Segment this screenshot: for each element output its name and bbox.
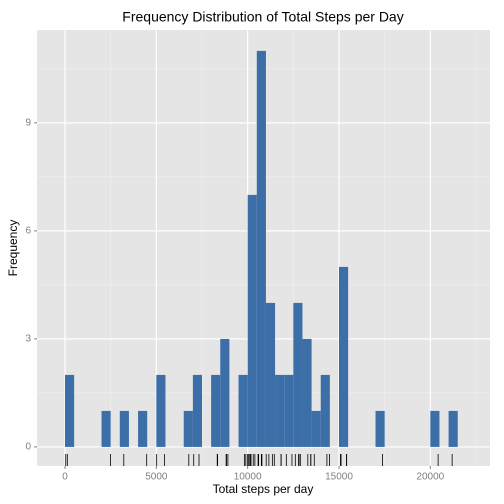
y-tick-label: 6: [25, 226, 31, 237]
x-tick-label: 20000: [416, 472, 444, 483]
bar: [211, 374, 221, 447]
bar: [65, 374, 75, 447]
bar: [247, 194, 257, 447]
y-axis-label: Frequency: [6, 220, 20, 277]
x-axis-label: Total steps per day: [213, 482, 314, 496]
bar: [375, 410, 385, 447]
y-tick-label: 9: [25, 118, 31, 129]
bar: [192, 374, 202, 447]
bar: [138, 410, 148, 447]
chart-title: Frequency Distribution of Total Steps pe…: [122, 9, 403, 25]
x-tick-label: 5000: [145, 472, 168, 483]
bar: [256, 50, 266, 447]
x-tick-label: 0: [62, 472, 68, 483]
bar: [238, 374, 248, 447]
bar: [338, 266, 349, 447]
x-tick-label: 15000: [325, 472, 353, 483]
y-tick-label: 0: [25, 442, 31, 453]
bar: [119, 410, 129, 447]
bar: [448, 410, 458, 447]
bar: [284, 374, 294, 447]
bar: [311, 410, 321, 447]
x-tick-label: 10000: [234, 472, 262, 483]
bar: [183, 410, 193, 447]
bar: [101, 410, 111, 447]
bar: [430, 410, 440, 447]
y-tick-label: 3: [25, 334, 31, 345]
bar: [275, 374, 285, 447]
bar: [265, 302, 276, 447]
bar: [320, 374, 330, 447]
bar: [156, 374, 166, 447]
bar: [302, 338, 312, 447]
bar: [220, 338, 230, 447]
bar: [293, 302, 303, 447]
